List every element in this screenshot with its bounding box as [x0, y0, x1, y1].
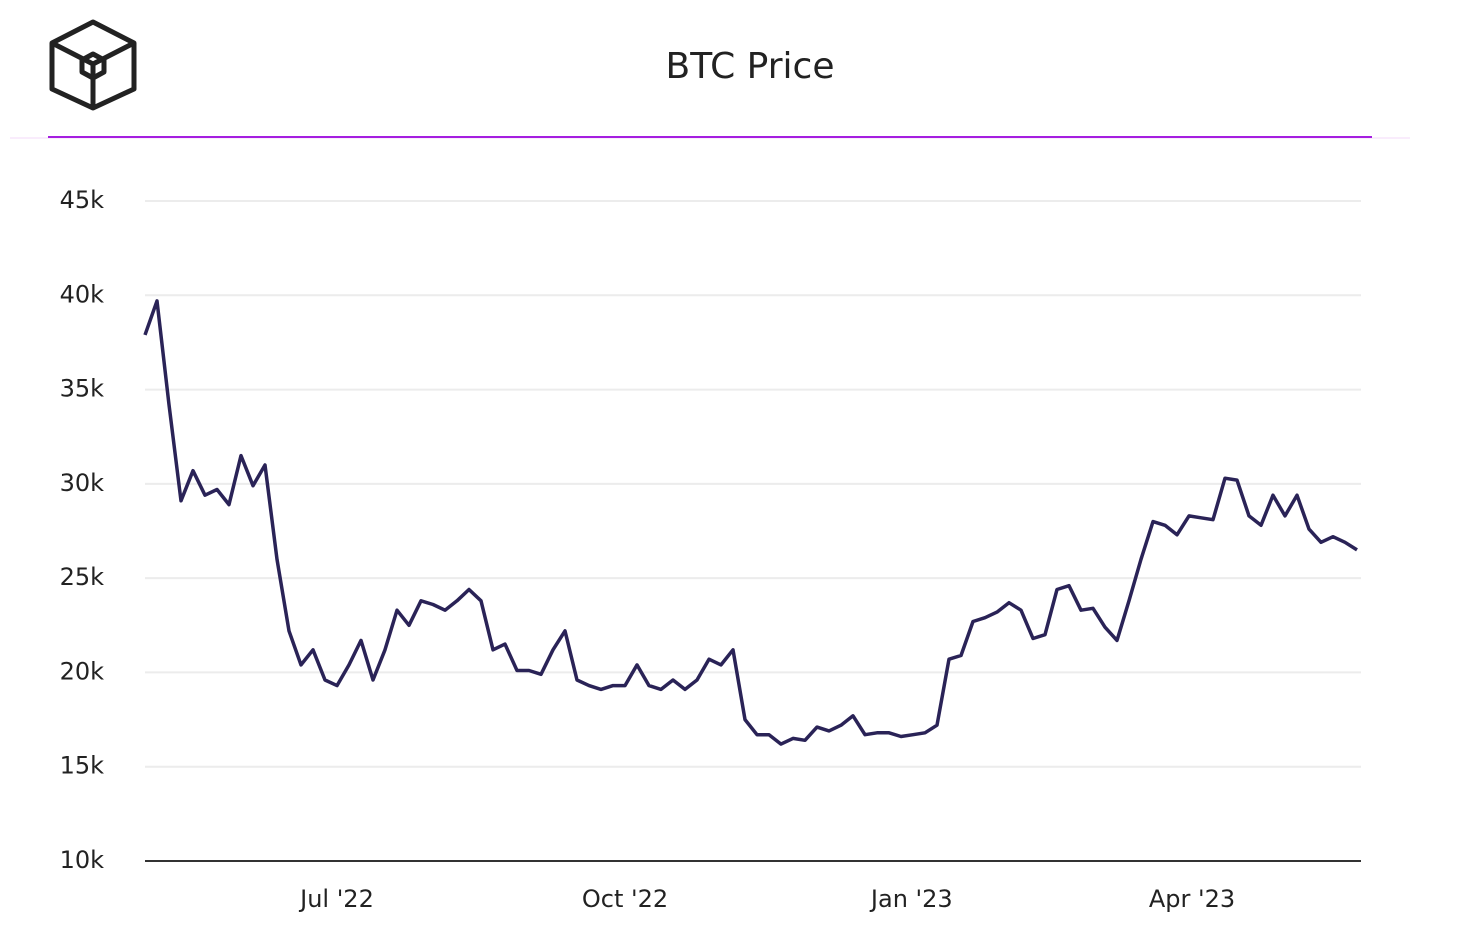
x-tick-label: Jul '22: [298, 885, 374, 913]
y-tick-label: 35k: [60, 375, 105, 403]
x-tick-label: Jan '23: [869, 885, 953, 913]
x-tick-label: Oct '22: [582, 885, 668, 913]
y-tick-label: 15k: [60, 752, 105, 780]
y-tick-label: 30k: [60, 469, 105, 497]
logo: [49, 19, 137, 111]
y-tick-label: 10k: [60, 846, 105, 874]
price-line: [143, 299, 1358, 746]
y-tick-label: 20k: [60, 657, 105, 685]
y-tick-label: 45k: [60, 186, 105, 214]
x-tick-label: Apr '23: [1149, 885, 1235, 913]
chart-title: BTC Price: [666, 46, 835, 87]
y-tick-label: 25k: [60, 563, 105, 591]
y-tick-label: 40k: [60, 280, 105, 308]
